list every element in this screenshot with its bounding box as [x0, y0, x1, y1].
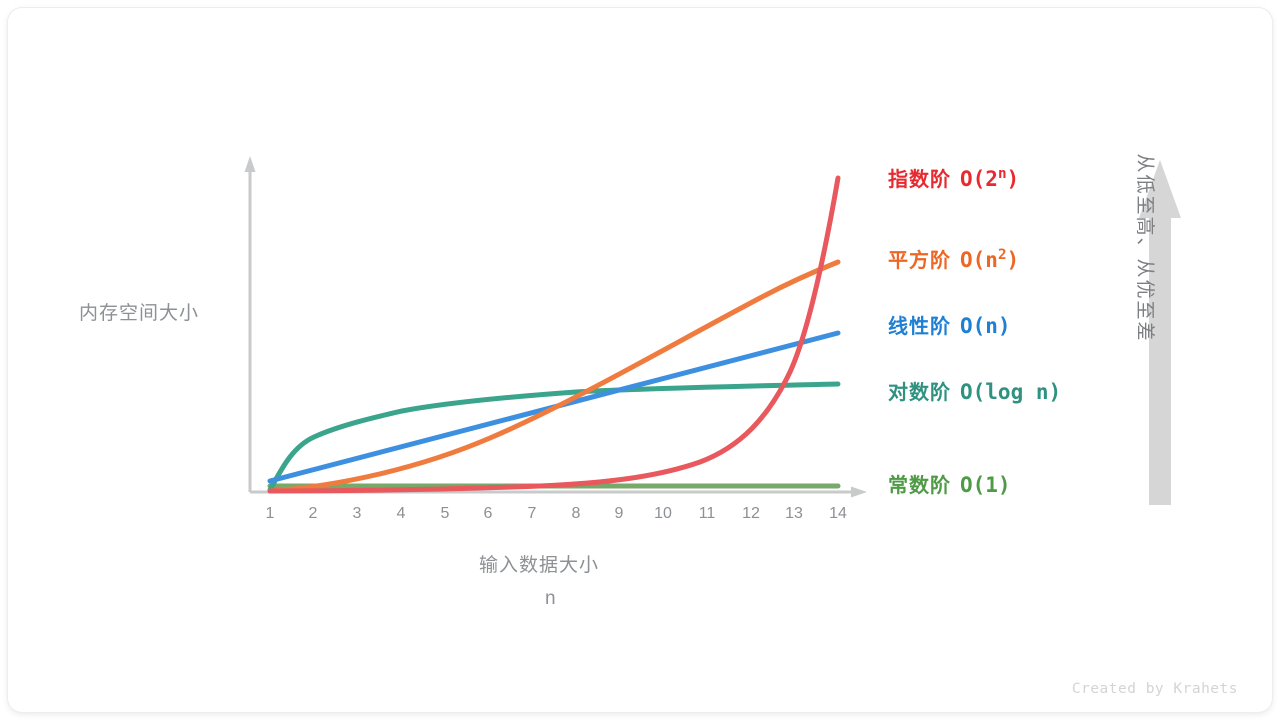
x-tick-label: 10: [654, 505, 672, 522]
legend-label: 线性阶: [888, 314, 951, 338]
legend-label: 对数阶: [888, 380, 951, 404]
series-curve-log: [267, 381, 841, 493]
legend-item-quadratic: 平方阶 O(n2): [888, 244, 1019, 273]
x-axis-sublabel: n: [545, 588, 556, 609]
x-tick-label: 7: [527, 505, 537, 522]
legend-label: 指数阶: [888, 167, 951, 191]
series-curve-quadratic: [267, 259, 841, 494]
legend-label: 常数阶: [888, 473, 951, 497]
x-tick-label: 5: [440, 505, 450, 522]
legend-item-logarithmic: 对数阶 O(log n): [888, 376, 1061, 405]
credit-text: Created by Krahets: [1071, 681, 1238, 697]
x-tick-label: 3: [352, 505, 362, 522]
direction-arrow: 从低至高、从优至差: [1134, 153, 1181, 505]
x-tick-label: 6: [483, 505, 493, 522]
x-tick-label: 14: [829, 505, 847, 522]
chart-card: [8, 8, 1272, 712]
x-tick-label: 8: [571, 505, 581, 522]
x-tick-label: 1: [265, 505, 275, 522]
legend-notation: O(2n): [960, 166, 1020, 191]
legend-notation: O(1): [960, 473, 1011, 497]
y-axis-label: 内存空间大小: [79, 303, 200, 324]
x-axis-label: 输入数据大小: [479, 555, 600, 576]
legend-item-linear: 线性阶 O(n): [888, 310, 1011, 339]
y-axis: [244, 156, 256, 492]
direction-arrow-label: 从低至高、从优至差: [1134, 153, 1156, 343]
legend-notation: O(n): [960, 314, 1011, 338]
x-tick-label: 12: [742, 505, 760, 522]
legend-label: 平方阶: [888, 248, 951, 272]
x-tick-label: 4: [396, 505, 406, 522]
x-tick-label: 11: [698, 505, 716, 522]
legend-notation: O(n2): [960, 247, 1020, 272]
x-tick-label: 13: [785, 505, 803, 522]
arrow-shaft: [1149, 217, 1171, 505]
x-tick-label: 2: [308, 505, 318, 522]
series-curve-exponential: [267, 175, 841, 494]
legend-item-exponential: 指数阶 O(2n): [888, 163, 1019, 192]
legend-notation: O(log n): [960, 380, 1062, 404]
arrow-head-icon: [1139, 160, 1181, 218]
x-tick-label: 9: [614, 505, 624, 522]
legend-item-constant: 常数阶 O(1): [888, 469, 1011, 498]
